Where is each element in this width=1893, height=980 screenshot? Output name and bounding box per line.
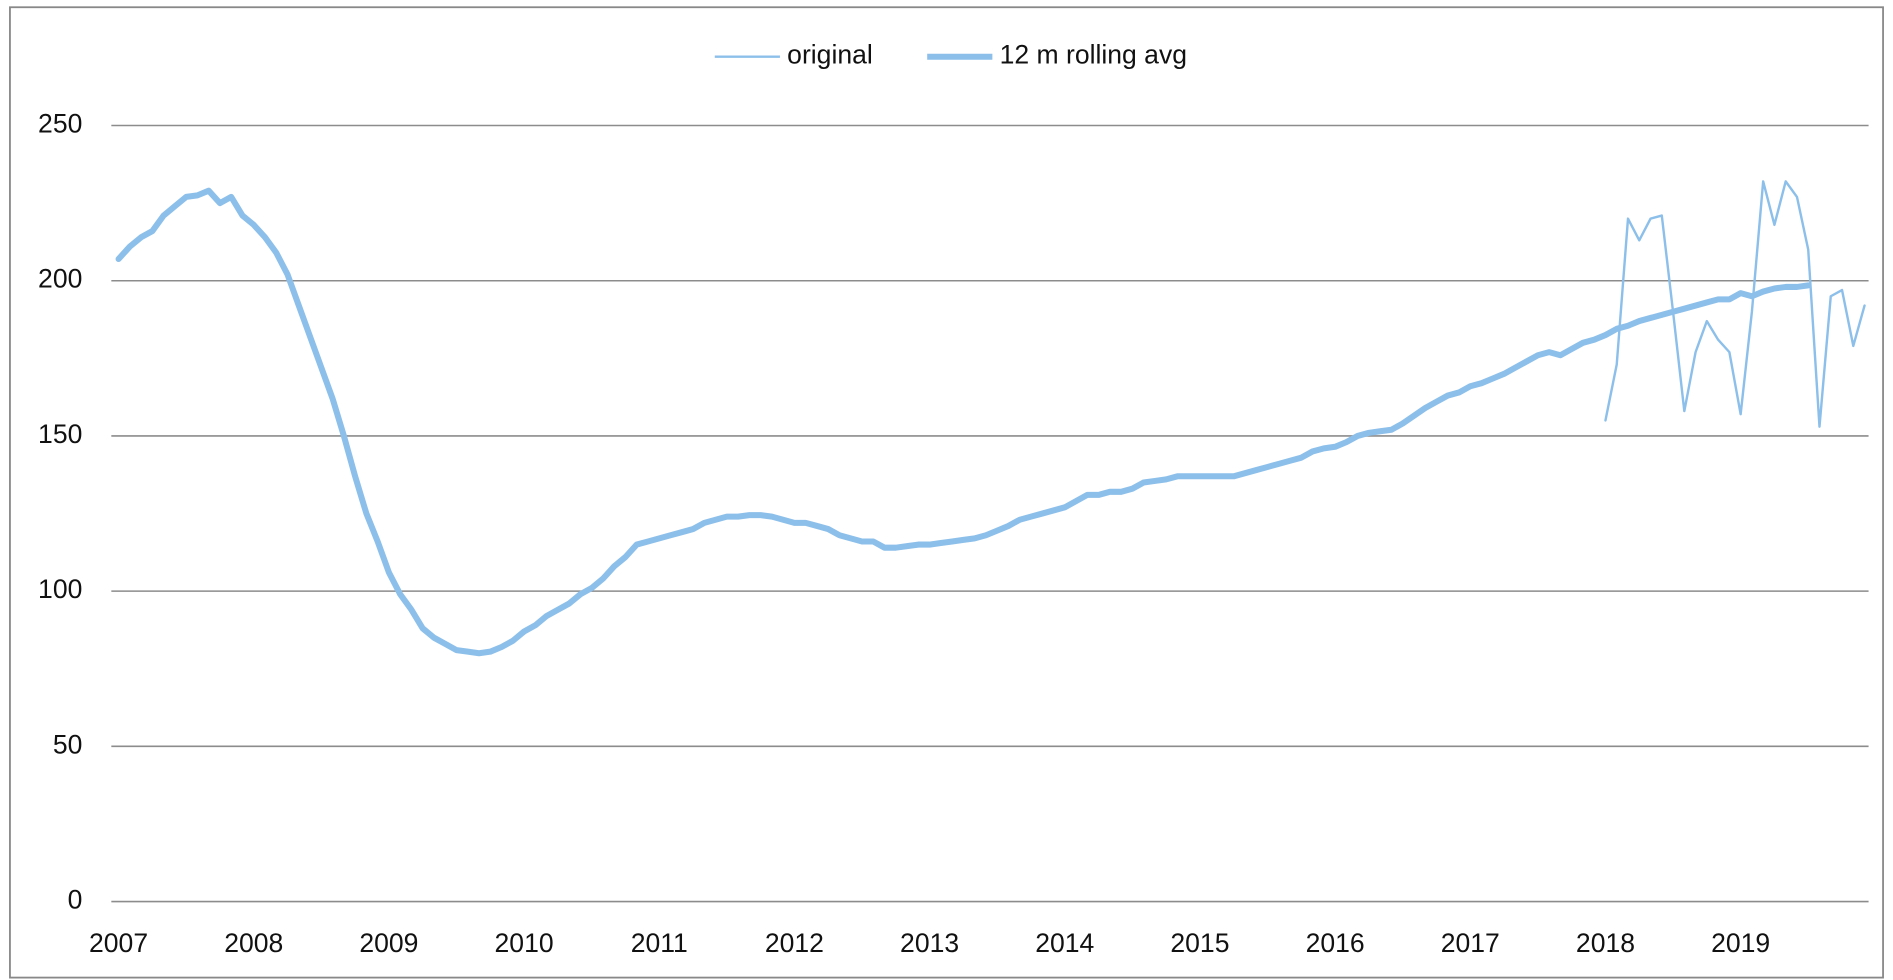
x-tick-label: 2017 [1441,928,1500,958]
x-tick-label: 2018 [1576,928,1635,958]
x-tick-label: 2007 [89,928,148,958]
x-tick-label: 2019 [1711,928,1770,958]
x-tick-label: 2011 [631,928,688,958]
y-tick-label: 200 [38,264,82,294]
legend-label: original [787,40,873,70]
x-tick-label: 2008 [224,928,283,958]
series-line [1604,180,1866,428]
x-tick-label: 2016 [1306,928,1365,958]
y-tick-label: 50 [53,729,83,759]
x-tick-label: 2013 [900,928,959,958]
y-tick-label: 150 [38,419,82,449]
chart-frame [9,6,1884,979]
y-tick-label: 250 [38,109,82,139]
x-tick-label: 2010 [495,928,554,958]
x-tick-label: 2014 [1035,928,1094,958]
x-tick-label: 2012 [765,928,824,958]
x-tick-label: 2015 [1170,928,1229,958]
y-tick-label: 0 [68,885,83,915]
x-tick-label: 2009 [359,928,418,958]
series-line [115,187,1812,657]
y-tick-label: 100 [38,574,82,604]
legend-label: 12 m rolling avg [1000,40,1187,70]
